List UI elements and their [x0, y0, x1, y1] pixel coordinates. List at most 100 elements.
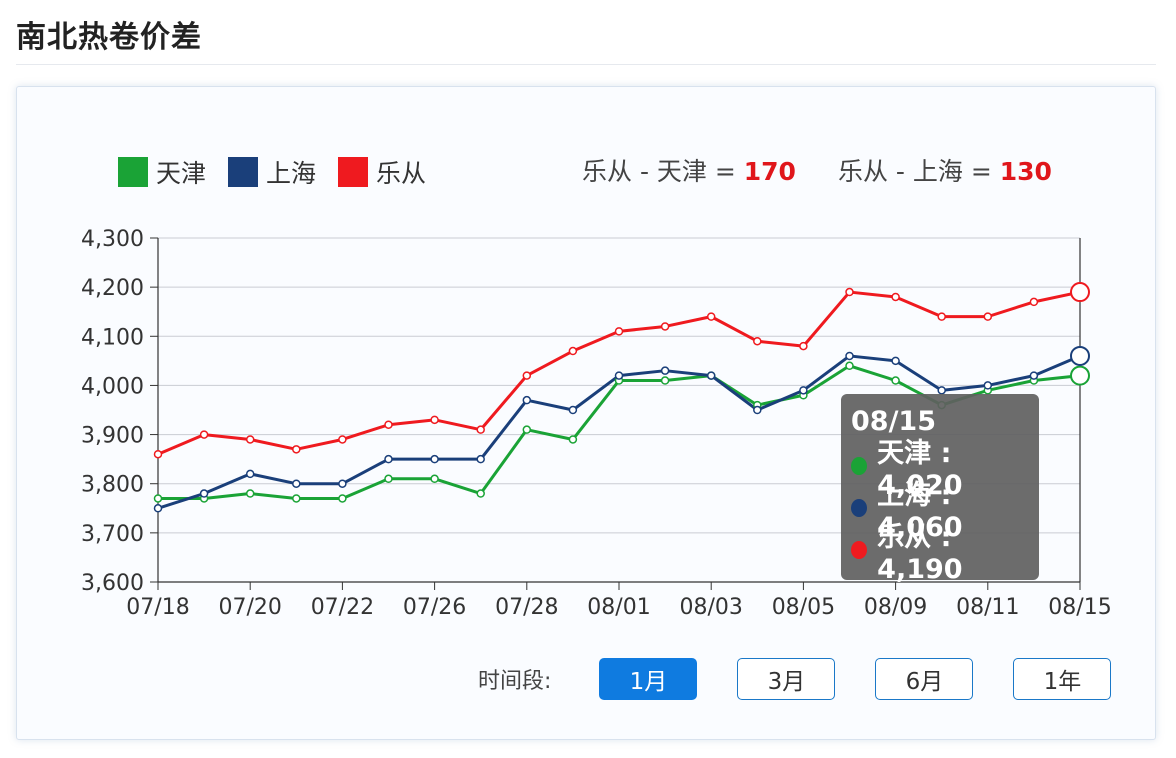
data-point-lecong	[476, 425, 485, 434]
x-tick-label: 07/26	[403, 595, 466, 620]
data-point-tianjin	[384, 474, 393, 484]
diff-label: 乐从 - 上海 =	[837, 157, 992, 186]
x-tick-label: 07/18	[126, 595, 189, 620]
price-diff-summary: 乐从 - 天津 = 170 乐从 - 上海 = 130	[582, 152, 1094, 188]
y-tick-label: 4,000	[81, 374, 144, 399]
data-point-shanghai	[384, 454, 393, 464]
data-point-tianjin	[430, 474, 439, 484]
tooltip-text-tianjin: 天津 : 4,020	[877, 438, 963, 501]
data-point-shanghai	[983, 381, 993, 390]
period-button-1m[interactable]: 1月	[599, 658, 698, 700]
data-point-tianjin	[660, 376, 670, 385]
legend-item-lecong[interactable]: 乐从	[338, 154, 426, 190]
period-button-3m[interactable]: 3月	[737, 658, 836, 700]
data-point-shanghai	[614, 371, 624, 380]
data-point-lecong	[292, 445, 301, 454]
data-point-shanghai	[568, 405, 578, 415]
data-point-shanghai	[753, 405, 762, 415]
tooltip-row-shanghai: 上海 : 4,060	[851, 480, 1029, 543]
data-point-lecong	[430, 415, 439, 425]
data-point-lecong	[706, 312, 716, 321]
data-point-lecong	[891, 292, 900, 302]
data-point-tianjin	[476, 489, 485, 498]
data-point-shanghai	[476, 454, 485, 464]
data-point-lecong	[614, 327, 624, 336]
x-tick-label: 08/11	[956, 595, 1019, 620]
legend-label-tianjin: 天津	[156, 159, 207, 188]
data-point-lecong	[983, 312, 993, 321]
data-point-shanghai	[937, 386, 946, 395]
title-divider	[16, 64, 1156, 65]
data-point-tianjin	[338, 494, 347, 503]
data-point-lecong	[245, 435, 255, 444]
data-point-lecong	[1070, 282, 1090, 303]
data-point-shanghai	[153, 504, 163, 513]
data-point-shanghai	[292, 479, 301, 488]
data-point-tianjin	[568, 435, 578, 444]
x-tick-label: 07/22	[311, 595, 374, 620]
x-tick-label: 07/20	[218, 595, 281, 620]
diff-value: 170	[743, 157, 796, 186]
data-point-lecong	[1029, 297, 1039, 307]
period-button-6m[interactable]: 6月	[875, 658, 974, 700]
diff-label: 乐从 - 天津 =	[582, 157, 736, 186]
x-tick-label: 08/01	[587, 595, 650, 620]
data-point-lecong	[522, 371, 532, 380]
diff-lecong-tianjin: 乐从 - 天津 = 170	[582, 152, 796, 188]
tooltip-row-tianjin: 天津 : 4,020	[851, 438, 1029, 501]
data-point-lecong	[384, 420, 393, 429]
legend-item-tianjin[interactable]: 天津	[118, 154, 206, 190]
y-tick-label: 3,900	[81, 424, 144, 449]
data-point-lecong	[937, 312, 946, 321]
data-point-tianjin	[845, 361, 854, 371]
x-tick-label: 08/03	[679, 595, 742, 620]
y-tick-label: 3,700	[81, 522, 144, 547]
chart-legend: 天津 上海 乐从	[118, 154, 448, 190]
x-tick-label: 07/28	[495, 595, 558, 620]
page-title: 南北热卷价差	[16, 20, 202, 55]
period-button-1y[interactable]: 1年	[1013, 658, 1112, 700]
data-point-shanghai	[199, 489, 209, 498]
data-point-tianjin	[891, 376, 900, 385]
data-point-lecong	[799, 341, 808, 351]
data-point-lecong	[660, 322, 670, 331]
data-point-shanghai	[1029, 371, 1039, 380]
legend-label-shanghai: 上海	[266, 159, 317, 188]
data-point-shanghai	[430, 454, 439, 464]
x-tick-label: 08/05	[772, 595, 835, 620]
data-point-tianjin	[1070, 365, 1090, 386]
y-tick-label: 4,300	[81, 227, 144, 252]
data-point-shanghai	[706, 371, 716, 380]
legend-swatch-lecong	[338, 157, 369, 187]
data-point-shanghai	[845, 351, 854, 361]
y-tick-label: 3,800	[81, 473, 144, 498]
legend-item-shanghai[interactable]: 上海	[228, 154, 316, 190]
tooltip-text-shanghai: 上海 : 4,060	[877, 480, 963, 543]
period-label: 时间段:	[478, 669, 552, 694]
period-selector: 时间段: 1月 3月 6月 1年	[478, 658, 1151, 700]
data-point-shanghai	[1070, 345, 1090, 366]
tooltip-text-lecong: 乐从 : 4,190	[877, 522, 963, 585]
diff-lecong-shanghai: 乐从 - 上海 = 130	[838, 152, 1052, 188]
y-tick-label: 3,600	[81, 571, 144, 596]
data-point-lecong	[845, 287, 854, 297]
legend-swatch-tianjin	[118, 157, 148, 187]
data-point-lecong	[338, 435, 347, 444]
data-point-lecong	[199, 430, 209, 439]
data-point-tianjin	[245, 489, 255, 498]
data-point-shanghai	[245, 469, 255, 479]
legend-swatch-shanghai	[228, 157, 259, 187]
tooltip-dot-shanghai	[851, 499, 868, 517]
y-tick-label: 4,100	[81, 325, 144, 350]
data-point-lecong	[753, 336, 762, 346]
data-point-lecong	[568, 346, 578, 356]
data-point-shanghai	[891, 356, 900, 366]
diff-value: 130	[999, 157, 1052, 186]
data-point-tianjin	[153, 494, 163, 503]
tooltip-dot-lecong	[851, 541, 868, 559]
data-point-shanghai	[522, 395, 532, 405]
x-tick-label: 08/15	[1048, 595, 1111, 620]
tooltip-dot-tianjin	[851, 457, 868, 475]
tooltip-date: 08/15	[851, 406, 937, 437]
